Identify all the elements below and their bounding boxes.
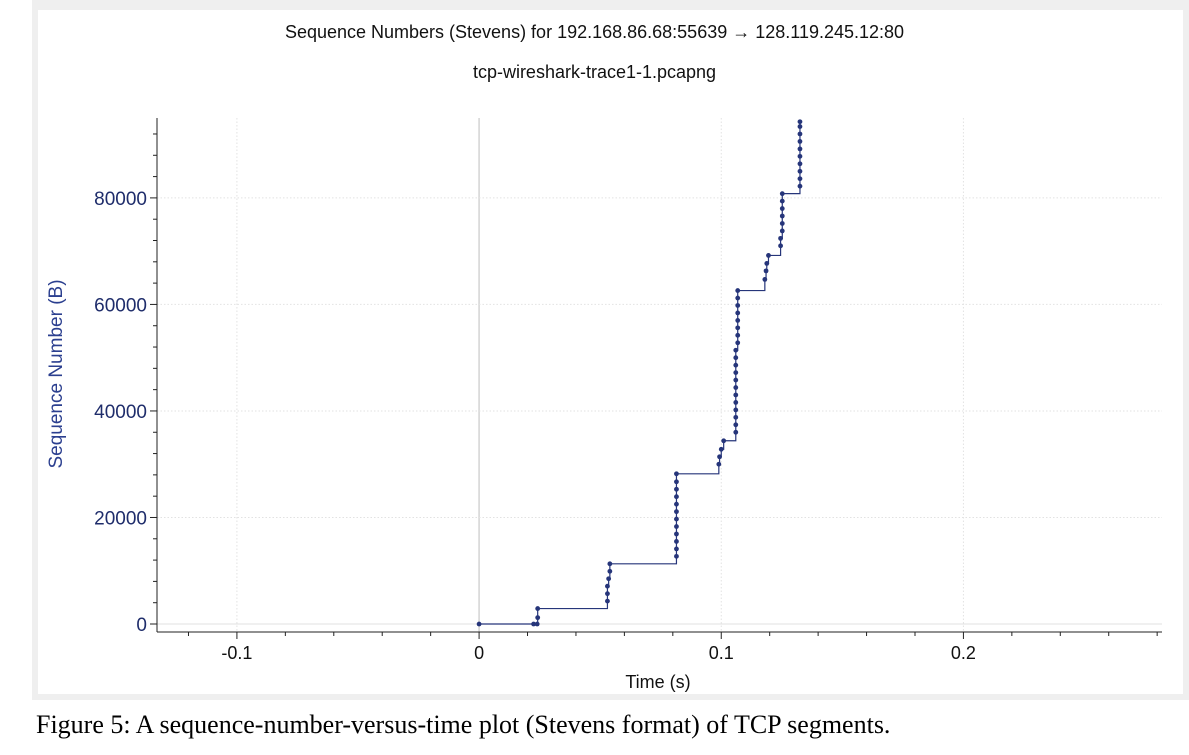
data-point — [733, 347, 739, 353]
data-point — [674, 524, 679, 529]
data-point — [797, 131, 803, 137]
data-point — [779, 228, 785, 234]
data-point — [762, 276, 768, 282]
chart-title: Sequence Numbers (Stevens) for 192.168.8… — [284, 22, 905, 42]
data-point — [606, 576, 612, 582]
data-point — [779, 221, 785, 226]
data-point — [735, 303, 741, 308]
x-axis-label: Time (s) — [625, 672, 690, 692]
data-point — [733, 392, 739, 398]
data-point — [733, 429, 739, 435]
data-point — [674, 539, 679, 544]
data-point — [733, 370, 739, 376]
data-point — [733, 355, 739, 361]
data-point — [607, 568, 613, 574]
data-point — [797, 124, 803, 129]
y-tick-label: 60000 — [94, 295, 147, 316]
y-tick-label: 0 — [136, 615, 147, 636]
data-point — [674, 516, 679, 522]
data-point — [779, 213, 785, 219]
data-point — [605, 598, 610, 604]
data-point — [607, 561, 613, 567]
series-step-line — [479, 121, 801, 625]
data-point — [605, 591, 610, 597]
data-point — [733, 385, 739, 390]
data-point — [674, 509, 679, 515]
axes: 0 20000 40000 60000 80000 -0.1 0 0.1 0.2 — [94, 118, 1162, 663]
data-point — [735, 318, 741, 323]
x-tick-label: 0.2 — [951, 643, 976, 663]
data-point — [605, 583, 610, 589]
data-point — [733, 414, 739, 420]
data-point — [534, 621, 540, 627]
data-point — [733, 377, 739, 383]
data-point — [763, 268, 769, 274]
y-tick-label: 40000 — [94, 402, 147, 423]
data-point — [674, 479, 679, 485]
data-point — [674, 553, 679, 559]
data-point — [716, 461, 722, 467]
data-point — [797, 161, 803, 167]
x-tick-label: 0 — [474, 643, 484, 663]
data-point — [733, 362, 739, 368]
data-point — [797, 119, 803, 125]
data-point — [531, 621, 536, 627]
data-point — [797, 146, 803, 152]
data-point — [779, 191, 785, 197]
data-point — [733, 422, 739, 428]
y-tick-label: 80000 — [94, 189, 147, 210]
data-point — [764, 261, 770, 266]
data-point — [733, 407, 739, 413]
y-axis-label: Sequence Number (B) — [46, 279, 67, 468]
data-point — [735, 288, 741, 293]
data-point — [735, 295, 741, 301]
data-point — [797, 153, 803, 159]
data-point — [735, 340, 741, 346]
data-point — [778, 235, 783, 241]
data-point — [779, 198, 785, 204]
data-point — [797, 139, 803, 144]
data-point — [674, 486, 679, 492]
series-layer — [476, 119, 803, 627]
data-point — [735, 332, 741, 338]
data-point — [766, 253, 771, 258]
data-point — [733, 400, 739, 405]
data-point — [735, 325, 741, 331]
data-point — [717, 454, 722, 460]
data-point — [535, 606, 541, 611]
data-point — [674, 531, 679, 537]
data-point — [735, 310, 741, 316]
grid — [157, 118, 1162, 632]
data-point — [674, 546, 679, 552]
data-point — [674, 494, 679, 500]
data-point — [674, 501, 679, 507]
data-point — [674, 471, 679, 477]
data-point — [778, 243, 783, 249]
data-point — [721, 438, 727, 444]
data-point — [797, 183, 803, 189]
data-point — [535, 615, 541, 621]
data-point — [797, 176, 803, 182]
data-point — [476, 621, 482, 627]
x-tick-label: 0.1 — [709, 643, 734, 663]
figure-caption: Figure 5: A sequence-number-versus-time … — [36, 710, 891, 739]
y-tick-label: 20000 — [94, 508, 147, 529]
chart-subtitle: tcp-wireshark-trace1-1.pcapng — [472, 62, 717, 82]
data-point — [797, 168, 803, 174]
data-point — [718, 446, 724, 452]
data-point — [779, 206, 785, 211]
x-tick-label: -0.1 — [221, 643, 252, 663]
